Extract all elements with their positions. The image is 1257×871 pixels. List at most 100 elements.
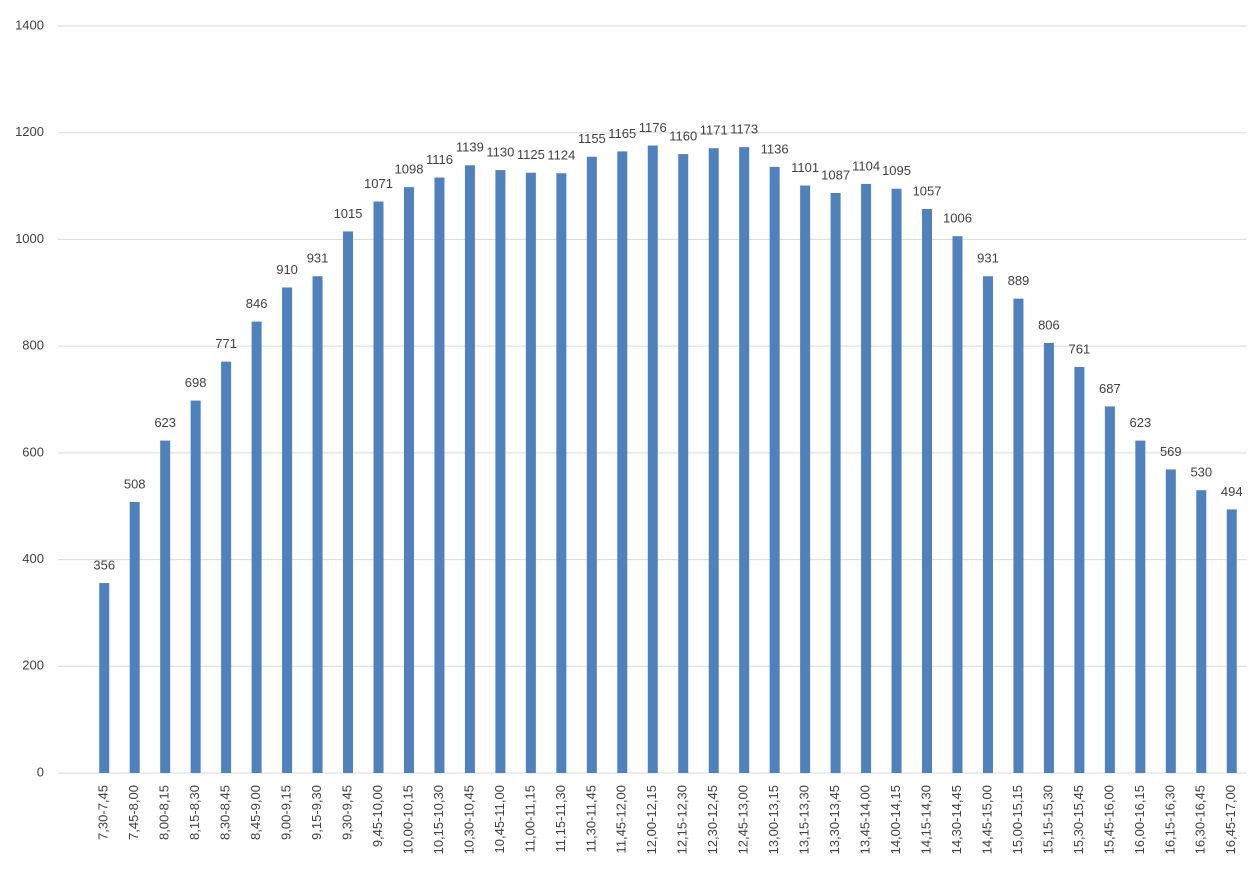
x-tick-label: 12,30-12,45 (705, 785, 720, 854)
y-tick-label: 0 (37, 764, 44, 779)
bar (1135, 440, 1146, 773)
data-label: 771 (215, 336, 237, 351)
data-label: 1006 (943, 211, 972, 226)
x-tick-label: 12,45-13,00 (736, 785, 751, 854)
x-tick-label: 13,45-14,00 (858, 785, 873, 854)
x-tick-label: 12,15-12,30 (675, 785, 690, 854)
x-tick-label: 14,30-14,45 (949, 785, 964, 854)
bar (952, 236, 963, 773)
data-label: 1057 (913, 183, 942, 198)
bar (678, 154, 689, 774)
x-tick-label: 7,30-7,45 (96, 785, 111, 840)
data-label: 1173 (730, 122, 758, 137)
x-tick-label: 14,45-15,00 (979, 785, 994, 854)
bar (769, 166, 780, 773)
data-label: 1071 (364, 176, 393, 191)
bar (495, 170, 506, 774)
data-label: 1101 (791, 160, 819, 175)
data-label: 569 (1160, 444, 1182, 459)
x-tick-label: 9,15-9,30 (309, 785, 324, 840)
data-label: 1104 (852, 158, 880, 173)
bar (1043, 342, 1054, 773)
x-tick-label: 13,00-13,15 (766, 785, 781, 854)
y-tick-label: 1000 (15, 231, 44, 246)
y-tick-label: 1400 (15, 17, 44, 32)
data-label: 1139 (456, 140, 484, 155)
bar (373, 201, 384, 774)
data-label: 846 (246, 296, 268, 311)
data-label: 761 (1069, 341, 1091, 356)
bar (1074, 366, 1085, 773)
bar (1196, 490, 1207, 773)
x-tick-label: 13,30-13,45 (827, 785, 842, 854)
x-tick-label: 9,30-9,45 (339, 785, 354, 840)
data-label: 494 (1221, 484, 1243, 499)
x-tick-label: 10,00-10,15 (400, 785, 415, 854)
bar (99, 583, 110, 773)
bar (221, 361, 232, 773)
bar (1165, 469, 1176, 773)
data-label: 1095 (882, 163, 911, 178)
bar (190, 400, 201, 773)
x-tick-label: 8,30-8,45 (218, 785, 233, 840)
data-label: 931 (977, 251, 999, 266)
x-tick-label: 11,30-11,45 (583, 785, 598, 852)
x-tick-label: 8,15-8,30 (187, 785, 202, 840)
x-tick-label: 15,15-15,30 (1040, 785, 1055, 854)
bar (982, 276, 993, 773)
data-label: 1155 (578, 131, 606, 146)
x-tick-label: 16,15-16,30 (1162, 785, 1177, 854)
bar (800, 185, 811, 774)
x-tick-label: 8,45-9,00 (248, 785, 263, 840)
data-label: 1125 (517, 147, 545, 162)
bar (556, 173, 567, 773)
x-tick-label: 10,15-10,30 (431, 785, 446, 854)
x-tick-label: 10,30-10,45 (461, 785, 476, 854)
bar (922, 209, 933, 773)
data-label: 931 (307, 251, 329, 266)
x-tick-label: 11,15-11,30 (553, 785, 568, 852)
data-label: 623 (1129, 415, 1151, 430)
data-label: 1165 (608, 126, 636, 141)
data-label: 1176 (639, 120, 667, 135)
x-tick-label: 16,30-16,45 (1193, 785, 1208, 854)
data-label: 1116 (426, 152, 453, 167)
data-label: 1124 (547, 148, 575, 163)
data-label: 1160 (669, 128, 697, 143)
x-tick-label: 9,45-10,00 (370, 785, 385, 847)
bar (160, 440, 171, 773)
x-tick-label: 10,45-11,00 (492, 785, 507, 853)
y-tick-label: 800 (22, 338, 44, 353)
x-tick-label: 11,00-11,15 (522, 785, 537, 852)
data-label: 1171 (700, 123, 728, 138)
data-label: 508 (124, 476, 146, 491)
data-label: 1136 (761, 141, 789, 156)
bar (647, 145, 658, 773)
data-label: 356 (93, 557, 115, 572)
bar (434, 177, 445, 773)
x-tick-label: 8,00-8,15 (157, 785, 172, 840)
data-label: 530 (1190, 465, 1212, 480)
x-tick-label: 16,00-16,15 (1132, 785, 1147, 854)
bar (617, 151, 628, 773)
bar (586, 156, 597, 774)
bar (251, 321, 262, 773)
bar (464, 165, 475, 773)
x-tick-label: 15,30-15,45 (1071, 785, 1086, 854)
bar (739, 147, 750, 773)
bar (343, 231, 354, 774)
x-tick-label: 14,15-14,30 (918, 785, 933, 854)
data-label: 1015 (334, 206, 363, 221)
bar (403, 187, 414, 774)
x-tick-label: 13,15-13,30 (797, 785, 812, 854)
data-label: 910 (276, 262, 298, 277)
bar (1226, 509, 1237, 773)
y-tick-label: 400 (22, 551, 44, 566)
x-tick-label: 14,00-14,15 (888, 785, 903, 854)
data-label: 623 (154, 415, 176, 430)
data-label: 806 (1038, 317, 1060, 332)
data-label: 698 (185, 375, 207, 390)
x-tick-label: 16,45-17,00 (1223, 785, 1238, 854)
x-tick-label: 9,00-9,15 (279, 785, 294, 840)
bar (525, 172, 536, 773)
